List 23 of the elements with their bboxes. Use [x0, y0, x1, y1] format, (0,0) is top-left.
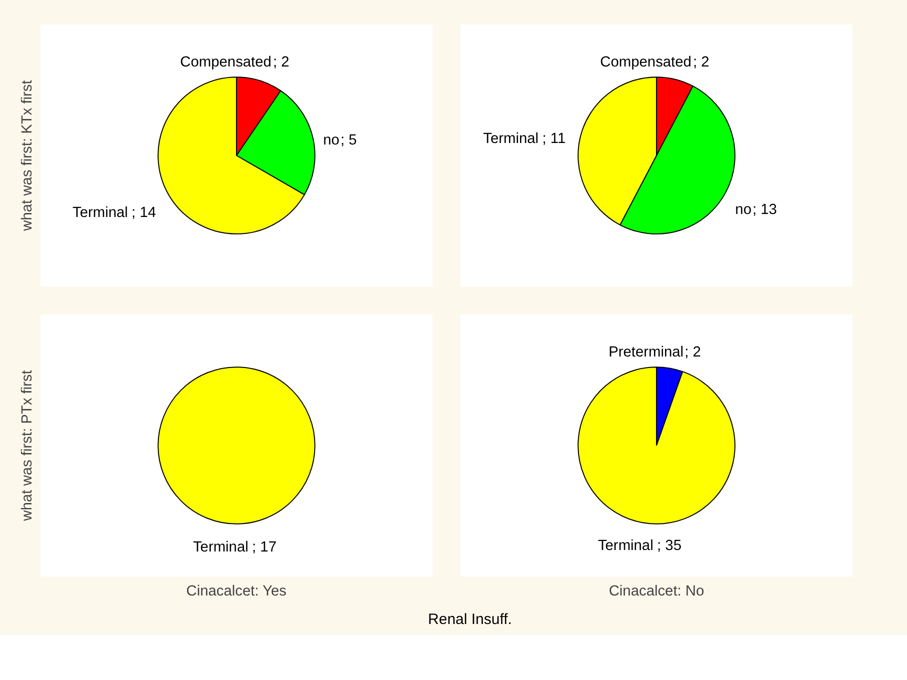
text: Cinacalcet: Yes	[186, 584, 286, 600]
data-label: ; 13	[752, 202, 777, 218]
text: what was first: PTx first	[20, 370, 36, 522]
text: what was first: KTx first	[20, 80, 36, 232]
data-label: ; 5	[340, 132, 357, 149]
data-label: ; 11	[542, 131, 566, 148]
data-label: ; 2	[692, 54, 710, 71]
slice-label: Compensated	[600, 54, 692, 71]
slice-label: Terminal	[483, 131, 539, 148]
slice-label: Preterminal	[608, 344, 684, 361]
slice-label: Terminal	[598, 538, 654, 554]
text: Renal Insuff.	[428, 610, 512, 630]
slice-label: no	[323, 132, 340, 149]
slice-label: no	[735, 202, 752, 218]
data-label: ; 2	[272, 54, 290, 71]
text: Cinacalcet: No	[608, 584, 704, 600]
data-label: ; 35	[657, 538, 682, 554]
slice-label: Compensated	[180, 54, 272, 71]
slice-label: Terminal	[192, 539, 248, 556]
data-label: ; 17	[252, 539, 276, 556]
data-label: ; 14	[132, 204, 156, 221]
data-label: ; 2	[684, 344, 701, 361]
slice-label: Terminal	[72, 204, 128, 221]
